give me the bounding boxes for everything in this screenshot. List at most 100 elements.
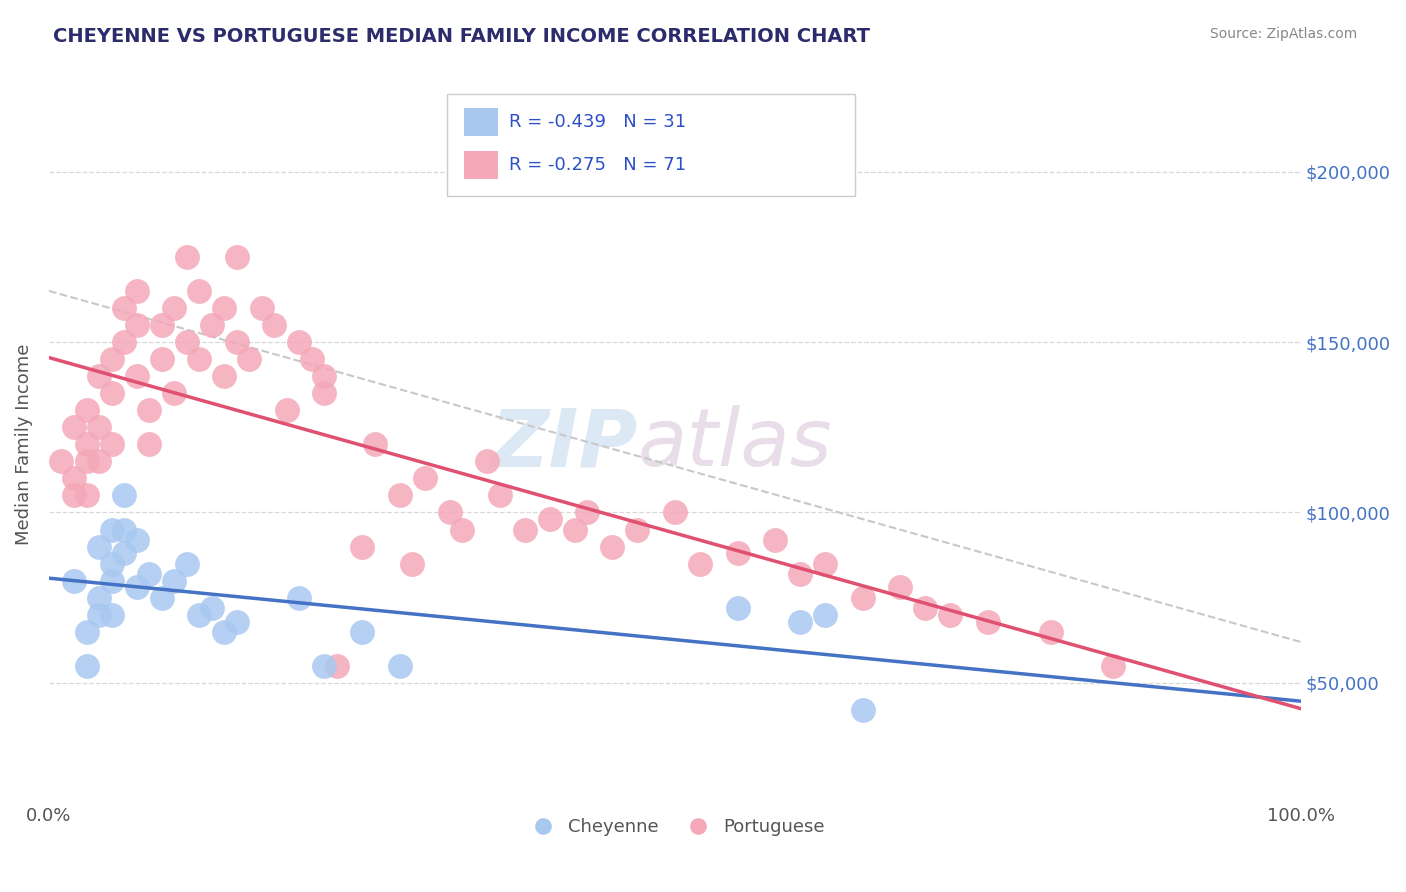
Point	[100, 386, 122, 401]
Point	[477, 454, 499, 468]
Point	[214, 624, 236, 639]
Point	[388, 488, 411, 502]
Point	[939, 607, 962, 622]
Point	[789, 566, 811, 581]
Point	[401, 557, 423, 571]
Point	[150, 318, 173, 332]
Point	[63, 574, 86, 588]
Point	[350, 624, 373, 639]
Point	[125, 533, 148, 547]
Point	[576, 506, 599, 520]
Point	[214, 301, 236, 315]
Point	[76, 403, 98, 417]
Point	[176, 557, 198, 571]
Point	[87, 540, 110, 554]
Point	[76, 488, 98, 502]
Point	[439, 506, 461, 520]
Point	[314, 386, 336, 401]
Point	[188, 352, 211, 367]
Point	[150, 591, 173, 605]
Point	[100, 557, 122, 571]
Point	[100, 523, 122, 537]
Point	[125, 369, 148, 384]
Point	[112, 301, 135, 315]
Point	[100, 574, 122, 588]
Point	[602, 540, 624, 554]
Point	[125, 581, 148, 595]
Point	[76, 659, 98, 673]
Point	[350, 540, 373, 554]
Text: Source: ZipAtlas.com: Source: ZipAtlas.com	[1209, 27, 1357, 41]
Legend: Cheyenne, Portuguese: Cheyenne, Portuguese	[517, 811, 832, 843]
Point	[626, 523, 648, 537]
Point	[288, 334, 311, 349]
Point	[301, 352, 323, 367]
Point	[763, 533, 786, 547]
Point	[977, 615, 1000, 629]
Point	[214, 369, 236, 384]
Point	[112, 523, 135, 537]
Point	[87, 369, 110, 384]
Point	[225, 334, 247, 349]
Point	[689, 557, 711, 571]
Point	[451, 523, 474, 537]
Point	[51, 454, 73, 468]
Text: R = -0.275   N = 71: R = -0.275 N = 71	[509, 156, 686, 174]
Point	[914, 601, 936, 615]
Point	[727, 601, 749, 615]
Point	[112, 488, 135, 502]
Point	[263, 318, 285, 332]
Point	[138, 437, 160, 451]
Point	[100, 352, 122, 367]
Point	[1102, 659, 1125, 673]
Point	[314, 369, 336, 384]
Point	[413, 471, 436, 485]
Point	[238, 352, 260, 367]
Point	[87, 454, 110, 468]
Point	[76, 454, 98, 468]
Point	[100, 437, 122, 451]
Point	[138, 566, 160, 581]
Text: R = -0.439   N = 31: R = -0.439 N = 31	[509, 113, 686, 131]
Point	[112, 546, 135, 560]
Point	[314, 659, 336, 673]
Point	[150, 352, 173, 367]
Point	[188, 607, 211, 622]
Point	[1039, 624, 1062, 639]
Point	[814, 557, 837, 571]
Point	[852, 703, 875, 717]
Point	[852, 591, 875, 605]
Point	[176, 250, 198, 264]
Point	[201, 601, 224, 615]
Y-axis label: Median Family Income: Median Family Income	[15, 343, 32, 545]
Text: atlas: atlas	[637, 405, 832, 483]
Point	[664, 506, 686, 520]
Point	[76, 437, 98, 451]
Point	[363, 437, 385, 451]
Point	[163, 301, 186, 315]
Point	[564, 523, 586, 537]
Point	[76, 624, 98, 639]
Point	[87, 420, 110, 434]
Point	[225, 250, 247, 264]
Point	[201, 318, 224, 332]
Point	[388, 659, 411, 673]
Text: ZIP: ZIP	[491, 405, 637, 483]
Point	[513, 523, 536, 537]
Point	[488, 488, 510, 502]
Point	[63, 488, 86, 502]
Point	[87, 607, 110, 622]
Point	[125, 318, 148, 332]
Point	[789, 615, 811, 629]
Point	[814, 607, 837, 622]
Point	[225, 615, 247, 629]
Point	[112, 334, 135, 349]
Text: CHEYENNE VS PORTUGUESE MEDIAN FAMILY INCOME CORRELATION CHART: CHEYENNE VS PORTUGUESE MEDIAN FAMILY INC…	[53, 27, 870, 45]
Point	[163, 386, 186, 401]
Point	[100, 607, 122, 622]
Point	[538, 512, 561, 526]
Point	[63, 471, 86, 485]
Point	[889, 581, 911, 595]
Point	[288, 591, 311, 605]
Point	[163, 574, 186, 588]
